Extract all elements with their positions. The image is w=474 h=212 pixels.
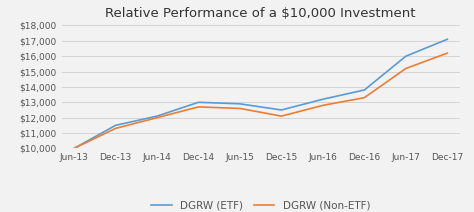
DGRW (Non-ETF)	[237, 107, 243, 110]
DGRW (ETF)	[279, 109, 284, 111]
DGRW (Non-ETF)	[196, 106, 201, 108]
DGRW (ETF)	[362, 89, 367, 91]
DGRW (Non-ETF)	[154, 116, 160, 119]
DGRW (Non-ETF)	[113, 127, 118, 130]
DGRW (ETF)	[320, 98, 326, 100]
Title: Relative Performance of a $10,000 Investment: Relative Performance of a $10,000 Invest…	[105, 7, 416, 20]
DGRW (Non-ETF)	[445, 52, 450, 54]
Legend: DGRW (ETF), DGRW (Non-ETF): DGRW (ETF), DGRW (Non-ETF)	[147, 196, 374, 212]
DGRW (Non-ETF)	[320, 104, 326, 107]
DGRW (Non-ETF)	[403, 67, 409, 70]
DGRW (ETF)	[71, 147, 77, 150]
DGRW (ETF)	[154, 115, 160, 117]
DGRW (Non-ETF)	[71, 147, 77, 150]
Line: DGRW (Non-ETF): DGRW (Non-ETF)	[74, 53, 447, 148]
DGRW (Non-ETF)	[279, 115, 284, 117]
DGRW (ETF)	[403, 55, 409, 57]
DGRW (Non-ETF)	[362, 96, 367, 99]
DGRW (ETF)	[445, 38, 450, 40]
DGRW (ETF)	[237, 103, 243, 105]
Line: DGRW (ETF): DGRW (ETF)	[74, 39, 447, 148]
DGRW (ETF)	[113, 124, 118, 127]
DGRW (ETF)	[196, 101, 201, 103]
